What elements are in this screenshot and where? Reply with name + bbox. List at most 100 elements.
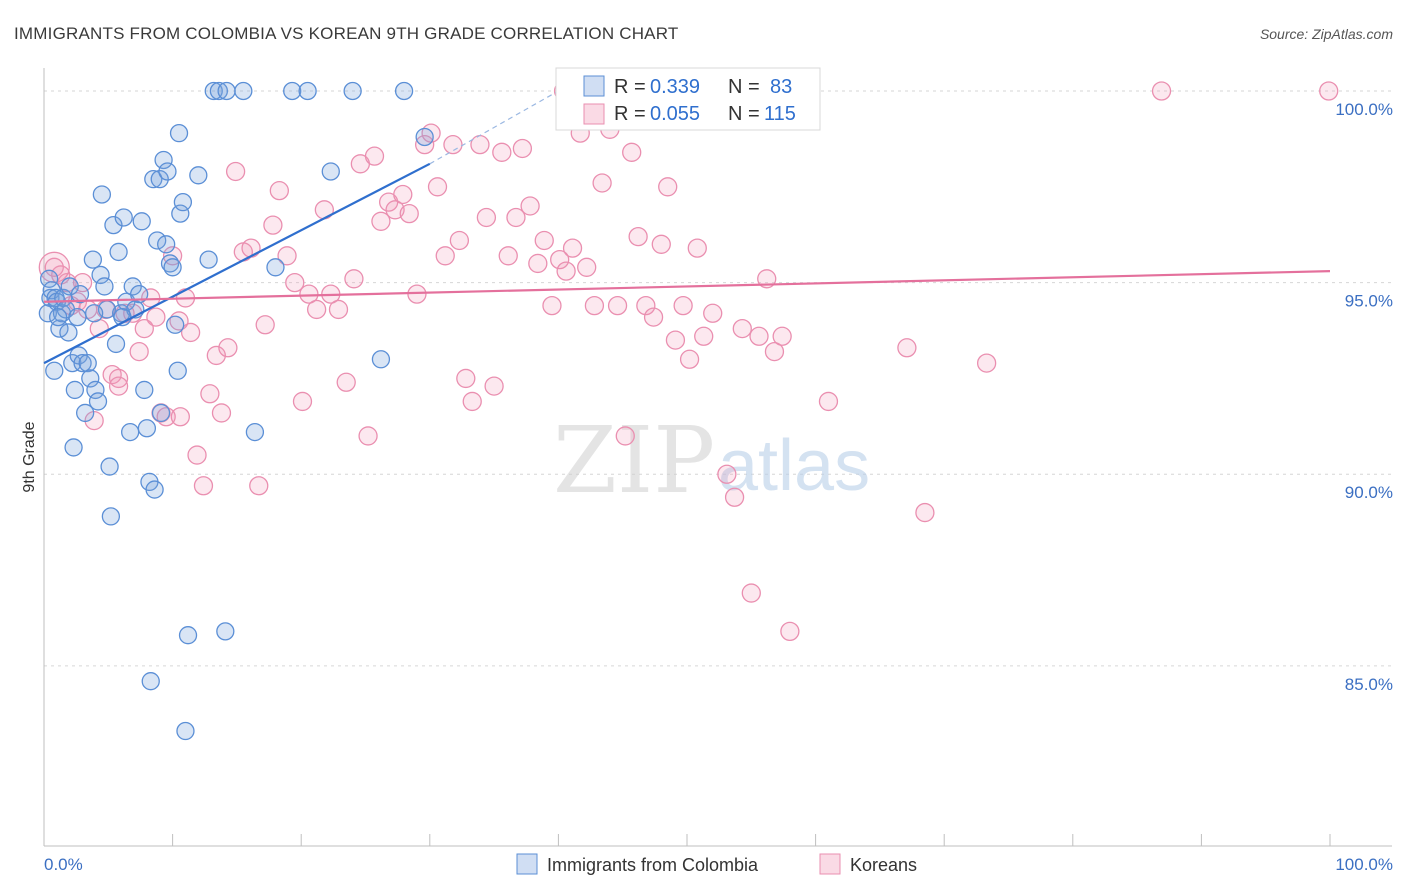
colombia-point: [78, 353, 97, 373]
stats-r-koreans: 0.055: [650, 103, 700, 125]
stats-r-label-colombia: R =: [614, 76, 646, 98]
series-legend: Immigrants from Colombia Koreans: [516, 853, 917, 875]
koreans-point: [449, 230, 470, 251]
y-axis-label: 9th Grade: [21, 421, 38, 492]
koreans-point: [976, 353, 997, 373]
koreans-point: [206, 345, 226, 366]
koreans-trend-line: [43, 270, 1331, 303]
koreans-point: [393, 184, 413, 205]
colombia-point: [343, 81, 362, 101]
koreans-point: [285, 272, 305, 293]
stats-legend: R = 0.339 N = 83 R = 0.055 N = 115: [555, 67, 821, 131]
colombia-point: [171, 204, 190, 223]
koreans-point: [456, 368, 476, 389]
legend-label-colombia: Immigrants from Colombia: [547, 855, 759, 875]
colombia-trend-extension: [429, 90, 559, 165]
koreans-point: [470, 135, 490, 155]
colombia-point: [199, 250, 218, 269]
stats-swatch-colombia: [583, 75, 605, 97]
colombia-point: [154, 150, 173, 170]
axes: [43, 68, 1392, 847]
koreans-point: [665, 330, 686, 350]
koreans-point: [534, 230, 554, 251]
colombia-point: [132, 212, 151, 231]
koreans-point: [415, 135, 435, 155]
colombia-point: [48, 307, 68, 327]
y-tick-label: 85.0%: [1345, 675, 1393, 694]
legend-label-koreans: Koreans: [850, 855, 917, 875]
colombia-point: [85, 304, 104, 323]
koreans-point: [225, 161, 246, 182]
colombia-point: [70, 284, 90, 304]
koreans-points: [38, 81, 1339, 642]
colombia-point: [88, 392, 108, 411]
colombia-point: [121, 422, 140, 442]
colombia-point: [83, 250, 103, 269]
koreans-point: [336, 372, 356, 392]
koreans-point: [622, 142, 642, 162]
koreans-point: [385, 200, 405, 220]
colombia-point: [141, 672, 160, 691]
koreans-point: [492, 142, 512, 162]
trend-lines: [43, 90, 1331, 365]
koreans-point: [498, 246, 518, 266]
koreans-point: [200, 384, 220, 404]
watermark: ZIP atlas: [553, 407, 870, 514]
koreans-point: [818, 391, 839, 412]
koreans-point: [255, 315, 275, 335]
chart-source: Source: ZipAtlas.com: [1260, 26, 1393, 42]
stats-swatch-koreans: [583, 103, 605, 125]
colombia-point: [86, 380, 105, 400]
koreans-point: [741, 583, 761, 603]
colombia-point: [216, 622, 235, 641]
colombia-point: [321, 162, 340, 181]
koreans-point: [556, 261, 576, 281]
koreans-point: [427, 177, 448, 197]
colombia-point: [145, 480, 164, 499]
colombia-point: [64, 438, 83, 457]
koreans-point: [732, 318, 752, 339]
chart-title: IMMIGRANTS FROM COLOMBIA VS KOREAN 9TH G…: [14, 24, 678, 43]
koreans-point: [241, 238, 261, 258]
koreans-point: [484, 376, 504, 396]
colombia-points: [38, 81, 434, 741]
colombia-point: [166, 315, 185, 334]
colombia-point: [81, 369, 100, 388]
colombia-point: [73, 353, 92, 373]
koreans-point: [520, 196, 540, 216]
koreans-point: [344, 269, 364, 289]
colombia-point: [109, 242, 128, 262]
colombia-point: [415, 127, 434, 147]
colombia-point: [158, 162, 177, 181]
koreans-point: [915, 502, 935, 523]
x-axis-ticks: [43, 834, 1331, 846]
colombia-point: [76, 403, 95, 423]
colombia-point: [157, 235, 176, 254]
colombia-point: [150, 169, 169, 189]
stats-n-label-koreans: N =: [728, 103, 760, 125]
grid-lines: [44, 90, 1392, 667]
colombia-point: [371, 350, 391, 369]
koreans-point: [673, 295, 693, 316]
koreans-point: [506, 207, 526, 228]
colombia-point: [101, 507, 121, 526]
koreans-point: [542, 295, 562, 316]
koreans-point: [607, 295, 628, 316]
colombia-point: [176, 721, 195, 741]
koreans-point: [615, 426, 635, 446]
colombia-point: [68, 307, 87, 327]
koreans-point: [146, 307, 166, 327]
koreans-point: [658, 177, 678, 197]
koreans-point: [703, 303, 723, 323]
koreans-point: [292, 391, 313, 412]
y-tick-label: 100.0%: [1335, 100, 1393, 119]
colombia-point: [178, 626, 198, 645]
koreans-point: [193, 476, 214, 496]
colombia-point: [148, 231, 167, 250]
koreans-point: [749, 326, 769, 346]
stats-n-label-colombia: N =: [728, 76, 760, 98]
colombia-point: [92, 185, 112, 204]
x-tick-label: 0.0%: [44, 855, 83, 874]
koreans-point: [897, 338, 917, 358]
koreans-point: [328, 299, 349, 320]
